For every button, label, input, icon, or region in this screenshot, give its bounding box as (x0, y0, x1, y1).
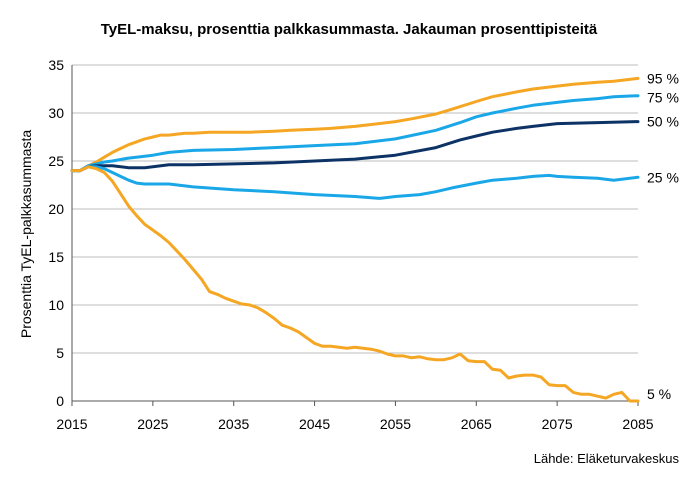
series-line-75pct (70, 94, 640, 173)
series-line-5pct (70, 165, 640, 403)
series-line-50pct (70, 120, 640, 173)
series-label: 5 % (647, 386, 671, 402)
x-tick-label: 2045 (299, 416, 330, 432)
series-label: 50 % (647, 114, 679, 130)
x-tick-label: 2085 (622, 416, 653, 432)
series-label: 75 % (647, 89, 679, 105)
y-tick-label: 5 (56, 345, 64, 361)
grid (72, 64, 638, 354)
x-tick-label: 2075 (542, 416, 573, 432)
y-axis-title: Prosenttia TyEL-palkkasummasta (18, 130, 34, 338)
source-note: Lähde: Eläketurvakeskus (534, 451, 680, 466)
x-tick-label: 2065 (461, 416, 492, 432)
x-tick-label: 2015 (56, 416, 87, 432)
chart-title: TyEL-maksu, prosenttia palkkasummasta. J… (101, 21, 598, 38)
y-tick-label: 15 (48, 249, 64, 265)
x-tick-label: 2055 (380, 416, 411, 432)
y-tick-label: 30 (48, 105, 64, 121)
y-tick-label: 20 (48, 201, 64, 217)
y-tick-label: 10 (48, 297, 64, 313)
series-line-95pct (70, 76, 640, 173)
series-labels: 95 % 75 % 50 % 25 % 5 % (647, 70, 679, 402)
series-label: 95 % (647, 70, 679, 86)
y-tick-label: 35 (48, 57, 64, 73)
series-line-25pct (70, 165, 640, 200)
x-tick-label: 2025 (137, 416, 168, 432)
y-tick-label: 0 (56, 393, 64, 409)
series-lines (70, 76, 640, 403)
x-tick-label: 2035 (218, 416, 249, 432)
series-label: 25 % (647, 169, 679, 185)
y-tick-label: 25 (48, 153, 64, 169)
